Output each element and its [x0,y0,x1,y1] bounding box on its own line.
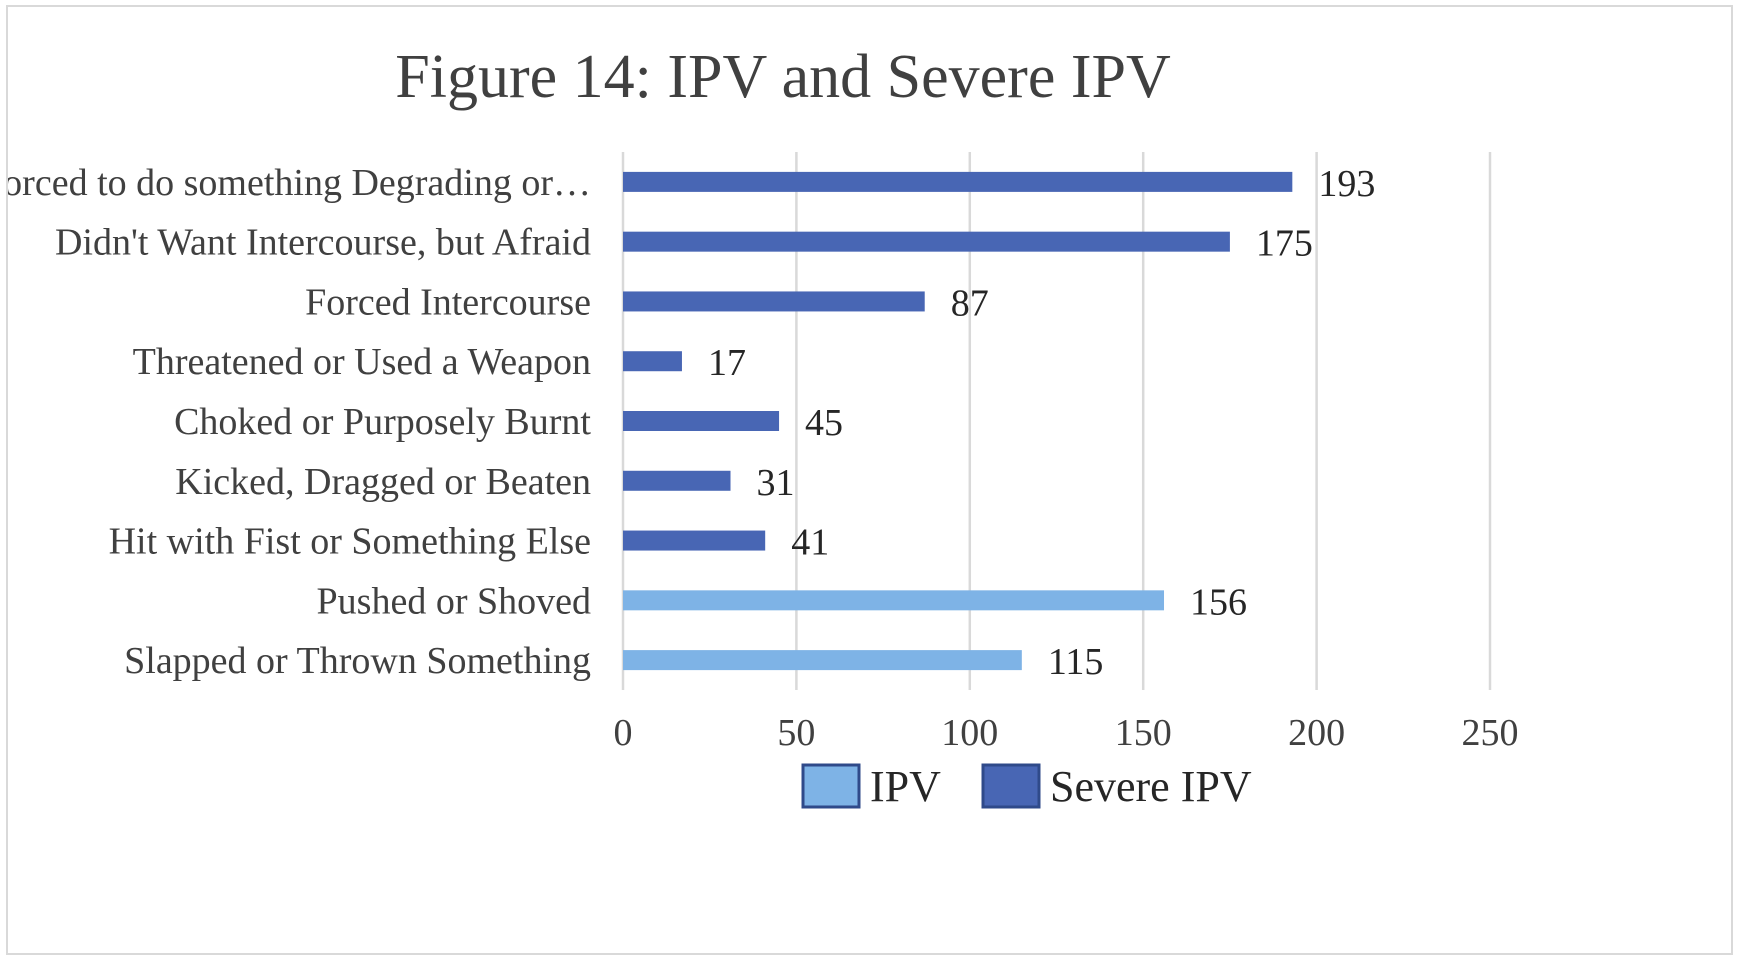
category-label: Slapped or Thrown Something [124,640,591,682]
bars [623,171,1293,671]
legend-label: Severe IPV [1050,762,1252,811]
data-label: 193 [1318,163,1375,205]
legend-swatch [981,763,1041,809]
data-label: 41 [791,522,829,564]
chart-title: Figure 14: IPV and Severe IPV [395,43,1171,111]
data-label: 115 [1048,641,1104,683]
x-tick-label: 0 [614,712,633,754]
bar [623,171,1293,192]
bar [623,650,1022,671]
bar [623,291,925,312]
bar-chart: Figure 14: IPV and Severe IPV 0 50 100 150 2… [8,43,1519,811]
x-tick-label: 100 [941,712,998,754]
legend-swatch [801,763,861,809]
x-tick-label: 250 [1462,712,1519,754]
data-label: 31 [757,462,795,504]
category-label: Choked or Purposely Burnt [174,401,591,443]
category-labels: Forced to do something Degrading or… Didn… [8,162,591,682]
bar [623,530,766,551]
category-label: Hit with Fist or Something Else [109,521,591,563]
bar [623,351,682,372]
data-label: 175 [1256,223,1313,265]
category-label: Didn't Want Intercourse, but Afraid [55,222,591,264]
bar [623,411,780,431]
legend-label: IPV [870,762,941,811]
bar [623,470,731,491]
x-tick-label: 50 [777,712,815,754]
data-label: 156 [1190,581,1247,623]
category-label: Forced Intercourse [305,281,591,323]
bar [623,590,1165,611]
chart-frame: Figure 14: IPV and Severe IPV 0 50 100 150 2… [6,5,1733,955]
data-label: 45 [805,402,843,444]
bar [623,231,1230,252]
category-label: Forced to do something Degrading or… [8,162,591,204]
data-label: 87 [951,282,989,324]
category-label: Kicked, Dragged or Beaten [175,461,591,503]
x-tick-label: 200 [1288,712,1345,754]
x-axis-ticks: 0 50 100 150 200 250 [614,712,1519,754]
data-label: 17 [708,342,746,384]
category-label: Threatened or Used a Weapon [133,341,591,383]
x-tick-label: 150 [1115,712,1172,754]
category-label: Pushed or Shoved [317,580,591,622]
legend: IPV Severe IPV [801,762,1252,811]
